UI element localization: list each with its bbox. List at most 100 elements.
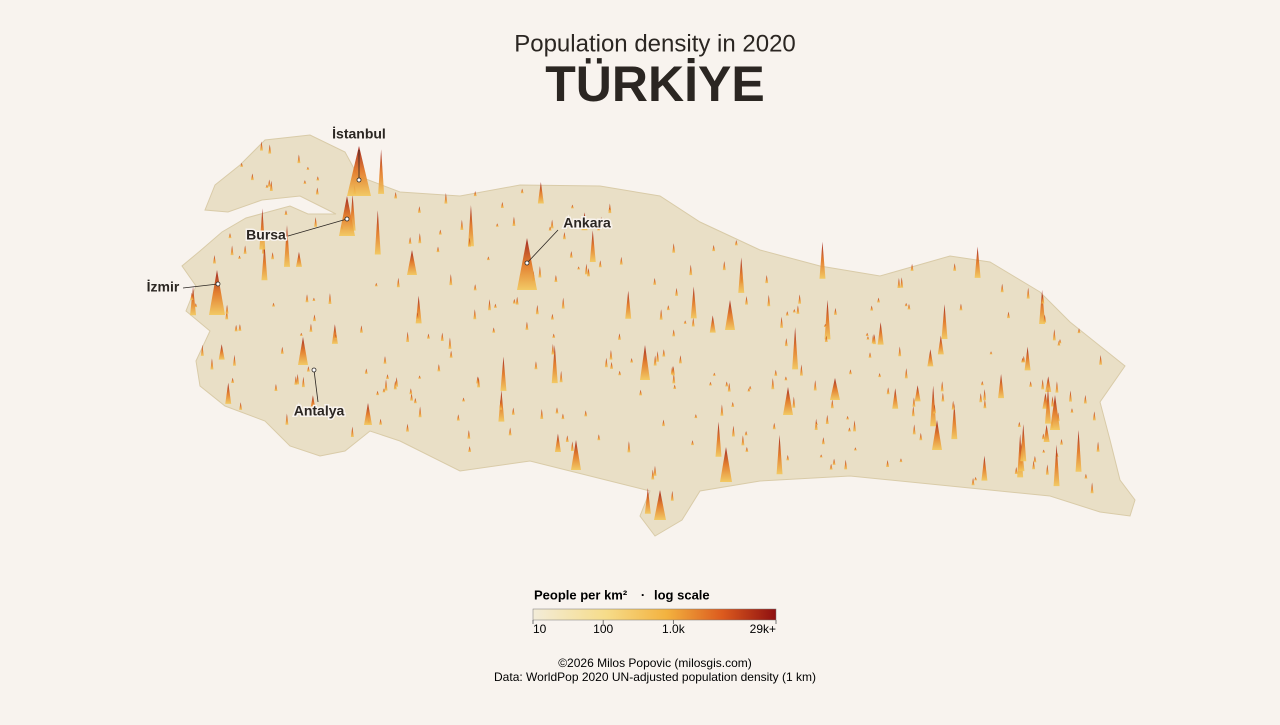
spike	[238, 324, 242, 331]
spike	[670, 366, 674, 375]
spike	[1029, 381, 1033, 387]
spike	[413, 398, 417, 404]
spike	[833, 307, 837, 315]
spike	[374, 210, 381, 255]
spike	[1053, 444, 1060, 487]
spike	[1057, 340, 1061, 346]
spike	[468, 446, 472, 452]
spike	[448, 337, 452, 349]
spike	[830, 378, 840, 400]
city-label: Antalya	[294, 403, 345, 419]
spike	[1021, 357, 1025, 363]
spike	[1084, 473, 1088, 479]
spike	[898, 346, 902, 357]
spike	[784, 376, 788, 381]
spike	[748, 386, 752, 390]
spike	[259, 208, 266, 250]
spike	[610, 361, 614, 369]
spike	[438, 229, 442, 235]
spike	[581, 212, 588, 231]
spike	[720, 404, 724, 416]
spike	[250, 173, 254, 181]
spike	[393, 380, 397, 390]
spike	[477, 376, 481, 388]
spike	[378, 149, 385, 194]
spike	[571, 440, 581, 470]
spike	[974, 476, 978, 481]
spike	[725, 300, 735, 330]
spike	[846, 415, 850, 420]
spike	[460, 219, 464, 231]
spike	[515, 296, 519, 305]
city-label: Bursa	[246, 227, 286, 243]
spike	[832, 458, 836, 465]
spike	[853, 447, 857, 451]
spike	[415, 312, 419, 320]
spike	[709, 315, 716, 333]
spike	[386, 374, 390, 379]
spike	[561, 413, 565, 420]
spike	[511, 407, 515, 415]
spike	[1014, 466, 1018, 475]
spike	[418, 233, 422, 244]
spike	[312, 314, 316, 322]
spike	[813, 380, 817, 391]
spike	[1044, 388, 1051, 424]
spike	[306, 366, 310, 372]
spike	[675, 287, 679, 296]
spike	[261, 244, 268, 281]
spike	[449, 273, 453, 286]
spike	[1026, 287, 1030, 299]
spike	[786, 454, 790, 461]
spike	[274, 383, 278, 392]
spike	[1075, 429, 1082, 472]
legend-scale: log scale	[654, 587, 710, 602]
spike	[1024, 346, 1031, 371]
spike	[708, 381, 712, 386]
spike	[1032, 460, 1036, 470]
spike	[653, 355, 657, 366]
spike	[1083, 394, 1087, 404]
spike	[651, 469, 655, 480]
spike	[394, 191, 398, 199]
spike	[1099, 355, 1103, 365]
spike	[983, 399, 987, 409]
spike	[912, 424, 916, 435]
spike	[853, 420, 857, 432]
spike	[932, 420, 942, 450]
spike	[1051, 396, 1055, 407]
spike	[741, 435, 745, 446]
spike	[824, 299, 831, 340]
spike	[691, 317, 695, 327]
spike	[784, 338, 788, 347]
spike	[694, 414, 698, 419]
spike	[379, 418, 383, 425]
spike	[299, 332, 303, 336]
spike	[488, 299, 492, 311]
spike	[559, 370, 563, 383]
spike	[562, 232, 566, 240]
spike	[608, 207, 612, 211]
spike	[1045, 464, 1049, 475]
spike	[395, 377, 399, 387]
spike	[284, 210, 288, 216]
spike	[941, 392, 945, 402]
spike	[979, 393, 983, 403]
spike	[1020, 424, 1027, 462]
spike	[294, 376, 298, 385]
spike	[296, 373, 300, 385]
spike	[303, 180, 307, 184]
spike	[234, 324, 238, 332]
spike	[418, 375, 422, 379]
spike	[230, 245, 234, 256]
spike	[520, 188, 524, 194]
spike	[200, 344, 204, 356]
spike	[339, 196, 355, 236]
country-shape	[181, 134, 1136, 537]
spike	[238, 255, 242, 259]
spike	[914, 385, 921, 402]
legend-tick-label: 29k+	[750, 622, 776, 636]
spike	[1070, 408, 1074, 413]
spike	[492, 327, 496, 333]
spike	[780, 316, 784, 328]
